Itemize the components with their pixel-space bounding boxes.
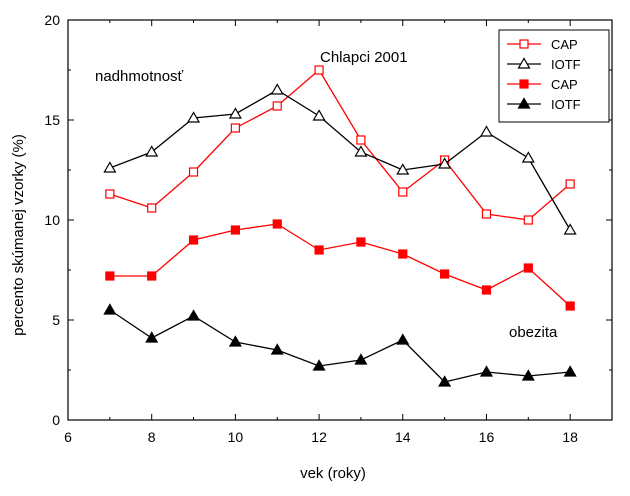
legend-item: CAP <box>507 77 578 92</box>
series-line <box>109 89 571 231</box>
series-iotf-obezita <box>103 303 577 387</box>
data-point <box>563 223 577 235</box>
data-point <box>272 219 282 229</box>
y-tick-label: 10 <box>44 212 60 228</box>
data-point <box>438 375 452 387</box>
data-point <box>479 365 494 377</box>
data-point <box>356 237 366 247</box>
data-point <box>396 333 410 345</box>
x-tick-label: 12 <box>311 429 327 445</box>
series-iotf-nadhmotnost <box>103 83 577 235</box>
x-tick-label: 6 <box>64 429 72 445</box>
data-point <box>186 309 201 321</box>
data-point <box>270 343 284 355</box>
legend-item: IOTF <box>507 97 581 112</box>
data-point <box>479 125 494 137</box>
series-line <box>109 69 571 221</box>
data-point <box>186 111 201 123</box>
data-point <box>272 101 282 111</box>
data-point <box>523 263 533 273</box>
data-point <box>105 189 115 199</box>
legend-marker <box>517 97 531 109</box>
chart-title: Chlapci 2001 <box>320 49 408 66</box>
series-line <box>109 223 571 307</box>
data-point <box>312 109 326 121</box>
y-tick-label: 5 <box>52 312 60 328</box>
data-point <box>356 135 366 145</box>
data-point <box>145 331 159 343</box>
x-tick-label: 14 <box>395 429 411 445</box>
y-tick-label: 15 <box>44 112 60 128</box>
x-tick-label: 18 <box>562 429 578 445</box>
data-point <box>314 245 324 255</box>
legend-label: CAP <box>551 37 578 52</box>
series-layer <box>103 65 577 387</box>
data-point <box>145 145 159 157</box>
data-point <box>230 123 240 133</box>
legend-item: IOTF <box>507 57 581 72</box>
data-point <box>563 365 577 377</box>
y-tick-label: 20 <box>44 12 60 28</box>
data-point <box>438 157 452 169</box>
data-point <box>270 83 284 95</box>
legend-box <box>498 29 610 123</box>
data-point <box>188 167 199 177</box>
data-point <box>565 179 575 189</box>
data-point <box>481 285 492 295</box>
data-point <box>105 271 115 281</box>
x-tick-label: 8 <box>148 429 156 445</box>
data-point <box>440 269 450 279</box>
data-point <box>396 163 410 175</box>
series-cap-obezita <box>105 219 575 311</box>
data-point <box>147 271 157 281</box>
x-axis-title: vek (roky) <box>300 465 366 482</box>
data-point <box>398 187 408 197</box>
legend-marker <box>519 79 529 89</box>
data-point <box>398 249 408 259</box>
legend-marker <box>519 39 529 49</box>
legend: CAP IOTF CAP IOTF <box>498 29 610 123</box>
y-tick-label: 0 <box>52 412 60 428</box>
data-point <box>481 209 492 219</box>
legend-label: IOTF <box>551 57 581 72</box>
data-point <box>188 235 199 245</box>
data-point <box>565 301 575 311</box>
axis-ticks: 6 8 10 12 14 16 18 0 5 10 15 20 <box>44 12 613 445</box>
data-point <box>103 303 117 315</box>
annotation-overweight: nadhmotnosť <box>95 68 184 85</box>
legend-label: CAP <box>551 77 578 92</box>
annotation-obesity: obezita <box>509 324 558 341</box>
data-point <box>354 145 368 157</box>
data-point <box>521 369 535 381</box>
legend-item: CAP <box>507 37 578 52</box>
series-cap-nadhmotnost <box>105 65 575 225</box>
y-axis-title: percento skúmanej vzorky (%) <box>10 134 27 336</box>
data-point <box>228 107 242 119</box>
data-point <box>314 65 324 75</box>
x-tick-label: 16 <box>479 429 495 445</box>
legend-label: IOTF <box>551 97 581 112</box>
legend-marker <box>517 57 531 69</box>
data-point <box>523 215 533 225</box>
data-point <box>228 335 242 347</box>
data-point <box>521 151 535 163</box>
data-point <box>147 203 157 213</box>
x-tick-label: 10 <box>228 429 244 445</box>
data-point <box>312 359 326 371</box>
data-point <box>354 353 368 365</box>
data-point <box>103 161 117 173</box>
series-line <box>109 309 571 383</box>
data-point <box>230 225 240 235</box>
